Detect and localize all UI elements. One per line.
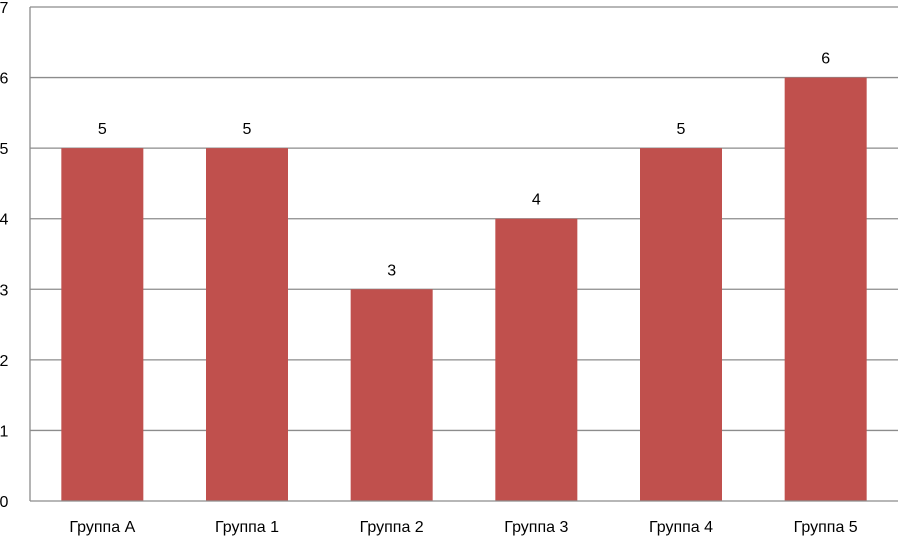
y-tick-label: 0	[0, 494, 9, 511]
y-tick-label: 6	[0, 71, 9, 88]
y-tick-label: 7	[0, 0, 9, 17]
x-tick-label: Группа 4	[649, 519, 713, 536]
x-tick-label: Группа 1	[215, 519, 279, 536]
axes	[29, 7, 898, 502]
y-tick-labels: 0 1 2 3 4 5 6 7	[0, 0, 9, 511]
y-tick-label: 1	[0, 423, 9, 440]
y-tick-label: 3	[0, 282, 9, 299]
bar	[495, 218, 578, 501]
y-tick-label: 2	[0, 353, 9, 370]
data-labels: 5 5 3 4 5 6	[98, 51, 830, 280]
x-tick-label: Группа 2	[360, 519, 424, 536]
data-label: 6	[821, 51, 830, 68]
bar	[61, 148, 144, 501]
data-label: 5	[243, 121, 252, 138]
data-label: 5	[677, 121, 686, 138]
bar	[350, 289, 433, 501]
data-label: 4	[532, 192, 541, 209]
y-tick-label: 5	[0, 141, 9, 158]
bar	[206, 148, 288, 501]
x-tick-label: Группа А	[69, 519, 135, 536]
data-label: 5	[98, 121, 107, 138]
x-tick-label: Группа 3	[504, 519, 568, 536]
gridlines	[30, 6, 898, 432]
bars	[61, 77, 867, 502]
data-label: 3	[387, 262, 396, 279]
bar	[640, 148, 722, 501]
x-tick-labels: Группа А Группа 1 Группа 2 Группа 3 Группа 4…	[69, 519, 857, 536]
x-tick-label: Группа 5	[794, 519, 858, 536]
bar	[784, 77, 867, 502]
y-tick-label: 4	[0, 212, 9, 229]
